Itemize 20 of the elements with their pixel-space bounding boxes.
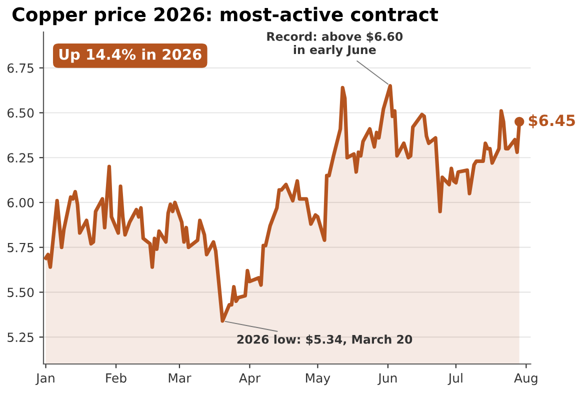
x-tick-label: Apr xyxy=(238,373,261,386)
annotation: $6.45 xyxy=(528,114,575,128)
annotation: Up 14.4% in 2026 xyxy=(59,48,202,63)
x-tick-label: Mar xyxy=(168,373,192,383)
y-tick-label: 5.50 xyxy=(8,288,34,298)
y-tick-label: 6.75 xyxy=(8,63,34,73)
x-tick-label: Jan xyxy=(35,373,54,386)
x-tick-label: May xyxy=(306,373,330,386)
y-tick-label: 5.25 xyxy=(8,332,34,342)
y-tick-label: 6.25 xyxy=(8,153,34,163)
annotation: Record: above $6.60 in early June xyxy=(267,32,403,57)
chart-title: Copper price 2026: most-active contract xyxy=(12,6,438,26)
x-tick-label: Aug xyxy=(514,373,538,386)
x-tick-label: Feb xyxy=(106,373,126,383)
y-tick-label: 5.75 xyxy=(8,242,34,252)
y-tick-label: 6.50 xyxy=(8,108,34,118)
x-tick-label: Jul xyxy=(448,373,462,386)
annotation: 2026 low: $5.34, March 20 xyxy=(237,334,412,346)
y-tick-label: 6.00 xyxy=(8,198,34,208)
x-tick-label: Jun xyxy=(378,373,397,386)
